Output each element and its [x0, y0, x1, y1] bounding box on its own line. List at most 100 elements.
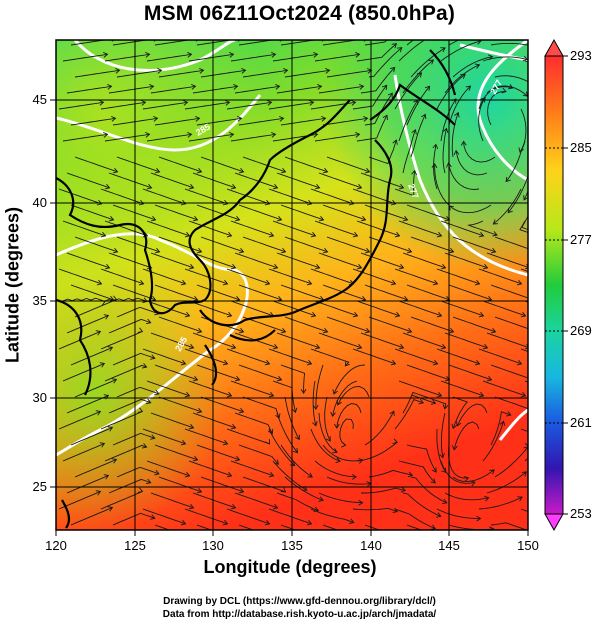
x-tick-label: 145	[438, 538, 460, 553]
streamline-arrow	[96, 279, 103, 286]
streamline-arrow	[364, 327, 371, 334]
streamline-arrow	[474, 63, 481, 69]
streamline	[482, 421, 504, 462]
streamline	[70, 117, 116, 126]
streamline	[184, 508, 228, 525]
streamline	[62, 220, 106, 237]
streamline	[112, 284, 156, 301]
streamline	[310, 348, 350, 367]
streamline-arrow	[476, 40, 482, 45]
streamline	[448, 85, 471, 126]
streamline	[192, 492, 236, 509]
streamline	[452, 236, 496, 253]
streamline	[314, 460, 357, 478]
streamline-arrow	[325, 67, 331, 74]
streamline-arrow	[527, 164, 528, 167]
streamline	[322, 40, 360, 46]
streamline-arrow	[230, 423, 237, 430]
streamline	[112, 512, 155, 526]
streamline-arrow	[523, 442, 528, 449]
streamline-arrow	[478, 231, 485, 238]
streamline	[368, 236, 412, 253]
streamline	[230, 220, 274, 237]
streamline-arrow	[154, 469, 160, 476]
streamline-arrow	[440, 21, 445, 26]
streamline	[356, 220, 400, 237]
streamline	[234, 172, 278, 189]
streamline-arrow	[107, 426, 114, 432]
streamline-arrow	[402, 215, 409, 222]
streamline	[478, 86, 513, 110]
colorbar-label: 253	[570, 506, 592, 521]
streamline-arrow	[476, 515, 482, 522]
streamline-arrow	[442, 404, 449, 410]
streamline	[333, 364, 366, 395]
streamline	[74, 69, 120, 78]
streamline	[482, 300, 526, 317]
streamline-arrow	[436, 311, 443, 318]
streamline	[158, 156, 202, 173]
streamline-arrow	[520, 391, 527, 398]
streamline	[398, 99, 419, 142]
streamline-arrow	[229, 51, 235, 58]
streamline-arrow	[104, 263, 111, 270]
streamline	[70, 507, 113, 526]
streamline	[268, 188, 312, 205]
streamline-arrow	[137, 327, 144, 333]
streamline-arrow	[196, 407, 203, 414]
streamline	[142, 508, 186, 525]
streamline	[398, 300, 442, 317]
streamline	[406, 364, 450, 381]
streamline	[402, 492, 441, 517]
streamline	[360, 252, 404, 269]
streamline	[66, 85, 112, 94]
streamline-arrow	[335, 457, 341, 464]
streamline-arrow	[264, 519, 271, 526]
streamline	[448, 284, 492, 301]
streamline	[326, 156, 370, 173]
streamline	[230, 460, 274, 477]
streamline-arrow	[294, 434, 300, 441]
streamline	[394, 170, 416, 197]
streamline-arrow	[272, 263, 279, 270]
streamline	[494, 396, 528, 410]
streamline	[447, 162, 480, 190]
streamline	[66, 475, 109, 494]
streamline-arrow	[138, 199, 145, 206]
streamline-arrow	[392, 139, 398, 145]
streamline-arrow	[145, 131, 151, 138]
streamline	[406, 444, 437, 473]
streamline	[58, 268, 102, 285]
streamline	[104, 220, 148, 237]
axis-ticks	[50, 99, 529, 536]
streamline-arrow	[520, 311, 527, 318]
streamline-arrow	[146, 478, 152, 485]
colorbar: 293 285 277 269 261 253	[544, 38, 592, 532]
streamline	[242, 69, 288, 78]
streamline-arrow	[424, 85, 431, 91]
streamline-arrow	[489, 526, 495, 530]
streamline-arrow	[398, 183, 405, 190]
streamline-arrow	[516, 279, 523, 286]
streamline-arrow	[230, 503, 237, 510]
streamline-arrow	[567, 264, 572, 269]
streamline	[146, 133, 192, 142]
streamline-arrow	[523, 195, 528, 201]
streamline-arrow	[478, 391, 485, 398]
streamline-arrow	[95, 410, 102, 416]
colorbar-label: 261	[570, 415, 592, 430]
streamline-arrow	[314, 183, 321, 190]
streamline	[402, 252, 446, 269]
streamline-arrow	[322, 247, 329, 254]
streamline-arrow	[222, 199, 229, 206]
streamline	[326, 236, 370, 253]
streamline	[188, 380, 232, 397]
streamline-arrow	[306, 359, 313, 366]
streamline-arrow	[507, 207, 513, 214]
streamline-arrow	[268, 231, 275, 238]
streamline-arrow	[480, 97, 486, 103]
streamline-arrow	[318, 496, 324, 502]
streamline-arrow	[387, 92, 393, 98]
streamline	[505, 140, 526, 182]
streamline-arrow	[150, 434, 156, 440]
